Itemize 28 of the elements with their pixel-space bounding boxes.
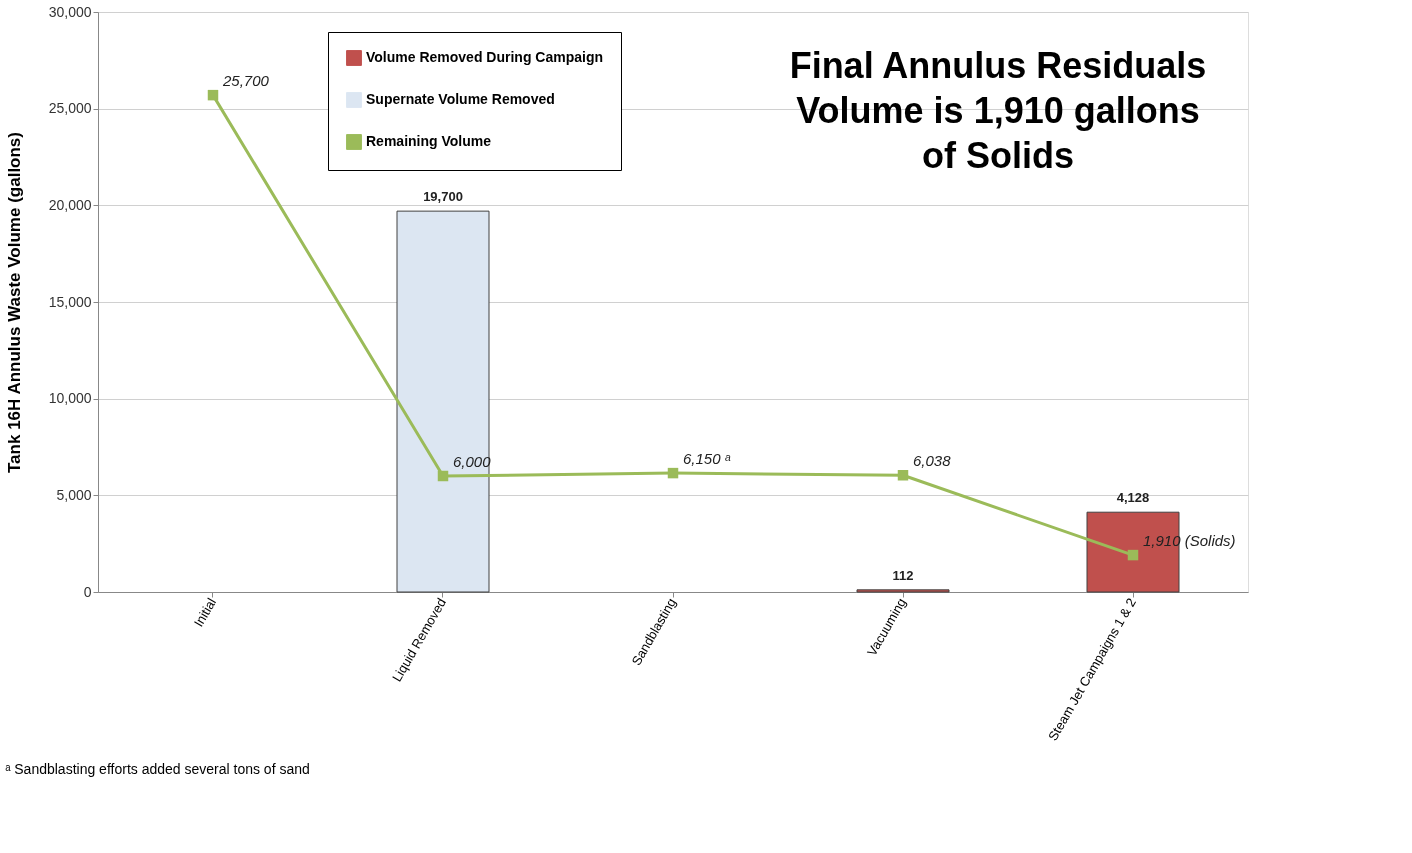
point bbox=[897, 470, 909, 481]
data-label: 4,128 bbox=[1116, 490, 1150, 506]
bar bbox=[1086, 511, 1180, 593]
y-tick-label: 30,000 bbox=[48, 3, 92, 20]
point bbox=[437, 470, 449, 482]
legend-label: Volume Removed During Campaign bbox=[366, 49, 603, 65]
data-label: 6,038 bbox=[913, 452, 952, 470]
bar bbox=[396, 210, 490, 593]
bar bbox=[856, 589, 950, 593]
data-label: 19,700 bbox=[423, 189, 463, 205]
point bbox=[1127, 549, 1139, 561]
y-tick-label: 10,000 bbox=[48, 390, 92, 407]
point bbox=[207, 89, 219, 101]
y-tick-label: 20,000 bbox=[48, 196, 92, 213]
annotation: Final Annulus Residuals Volume is 1,910 gallons of Solids bbox=[789, 45, 1207, 176]
legend-label: Supernate Volume Removed bbox=[366, 91, 555, 107]
y-tick-label: 25,000 bbox=[48, 100, 92, 117]
y-tick-label: 5,000 bbox=[56, 486, 92, 503]
legend-label: Remaining Volume bbox=[366, 133, 492, 149]
text: ᵃ Sandblasting efforts added several tons of sand bbox=[5, 760, 310, 777]
data-label: 6,000 bbox=[453, 453, 492, 470]
data-label: 25,700 bbox=[222, 72, 270, 90]
point bbox=[667, 467, 679, 479]
y-tick-label: 15,000 bbox=[48, 293, 92, 310]
data-label: 112 bbox=[892, 567, 914, 583]
y-tick-label: 0 bbox=[83, 583, 92, 600]
data-label: 6,150 ᵃ bbox=[683, 450, 731, 468]
y-axis-title: Tank 16H Annulus Waste Volume (gallons) bbox=[4, 132, 24, 473]
